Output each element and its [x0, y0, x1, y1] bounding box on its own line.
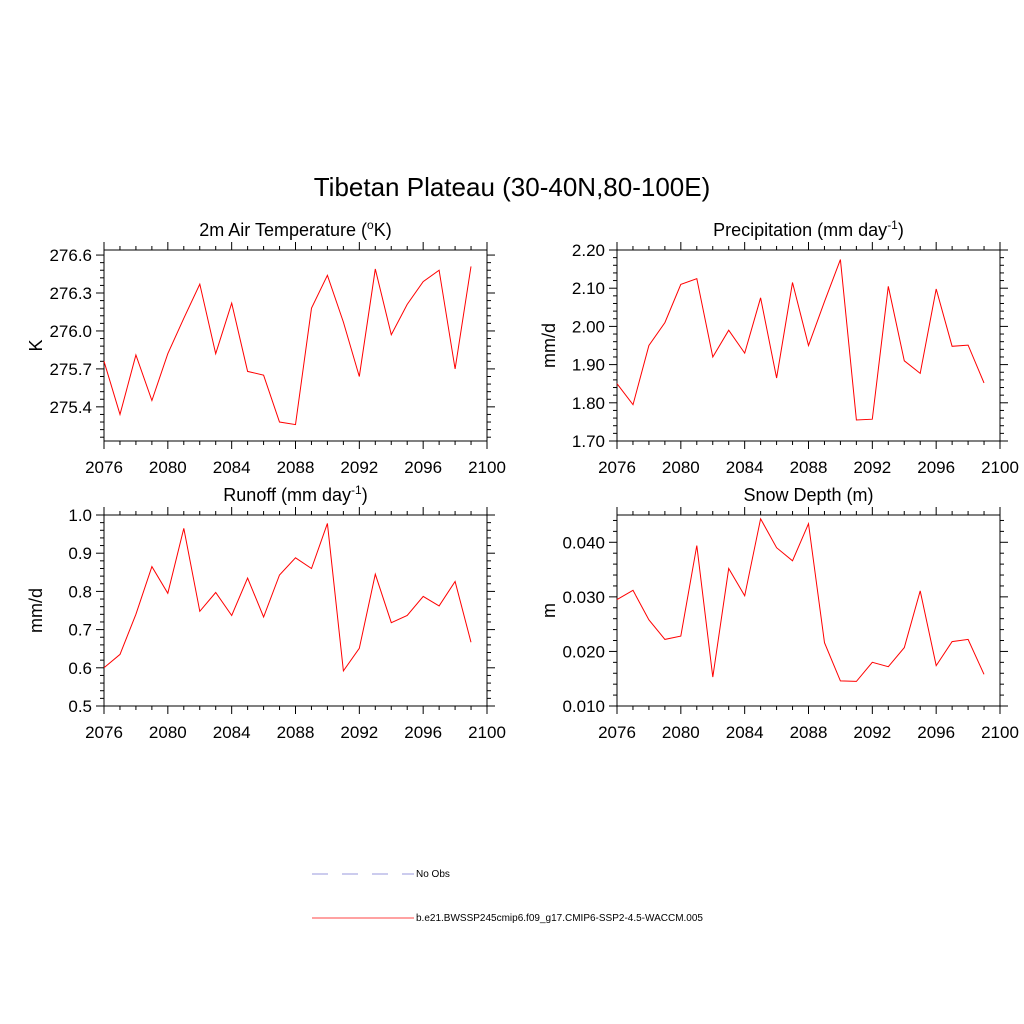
x-tick-label: 2088: [790, 723, 828, 742]
y-tick-label: 276.0: [49, 322, 92, 341]
plot-frame: [103, 249, 488, 442]
panel-title-main: Runoff (mm day: [223, 485, 351, 505]
x-tick-label: 2076: [598, 723, 636, 742]
panel-title-suffix: ): [362, 485, 368, 505]
x-tick-label: 2092: [340, 723, 378, 742]
y-tick-label: 2.20: [572, 241, 605, 260]
x-tick-label: 2084: [726, 723, 764, 742]
x-tick-label: 2084: [213, 723, 251, 742]
panel-title-superscript: -1: [351, 483, 362, 497]
panel-air-temperature: 2m Air Temperature (oK) K 2076 2080 2084 2088…: [26, 218, 506, 477]
y-tick-label: 1.80: [572, 394, 605, 413]
plot-frame: [103, 514, 488, 707]
series-line-air-temperature: [103, 266, 472, 426]
series-line-snow-depth: [616, 517, 985, 682]
y-tick-label: 0.6: [68, 659, 92, 678]
x-tick-label: 2076: [85, 458, 123, 477]
y-tick-label: 275.4: [49, 398, 92, 417]
x-tick-label: 2080: [149, 458, 187, 477]
y-tick-label: 0.9: [68, 544, 92, 563]
panel-title-main: Snow Depth (m): [743, 485, 873, 505]
y-tick-label: 275.7: [49, 360, 92, 379]
panel-title: Runoff (mm day-1): [223, 483, 367, 505]
x-tick-label: 2084: [213, 458, 251, 477]
y-tick-label: 276.3: [49, 284, 92, 303]
panel-title-suffix: ): [898, 220, 904, 240]
x-tick-label: 2096: [917, 723, 955, 742]
y-tick-label: 0.020: [562, 642, 605, 661]
panel-title-superscript: o: [367, 218, 374, 232]
x-tick-label: 2092: [853, 458, 891, 477]
panel-snow-depth: Snow Depth (m) m 2076 2080 2084 2088 2092 2096 2…: [539, 485, 1019, 742]
y-axis-label: mm/d: [539, 323, 559, 368]
y-tick-label: 0.030: [562, 588, 605, 607]
plot-frame: [616, 514, 1001, 707]
y-tick-label: 2.10: [572, 279, 605, 298]
panel-title-main: 2m Air Temperature (: [199, 220, 367, 240]
x-tick-label: 2088: [277, 723, 315, 742]
panel-title-superscript: -1: [887, 218, 898, 232]
panels-group: 2m Air Temperature (oK) K 2076 2080 2084 2088…: [26, 218, 1019, 742]
x-tick-label: 2080: [662, 723, 700, 742]
y-tick-label: 1.90: [572, 356, 605, 375]
x-tick-label: 2080: [662, 458, 700, 477]
panel-title: Snow Depth (m): [743, 485, 873, 505]
x-tick-label: 2096: [917, 458, 955, 477]
x-tick-label: 2092: [853, 723, 891, 742]
panel-title-suffix: K): [374, 220, 392, 240]
x-tick-label: 2100: [468, 458, 506, 477]
panel-runoff: Runoff (mm day-1) mm/d 2076 2080 2084 2088 209…: [26, 483, 506, 742]
series-line-precipitation: [616, 259, 985, 421]
series-line-runoff: [103, 523, 472, 673]
y-tick-label: 276.6: [49, 246, 92, 265]
y-axis-label: m: [539, 603, 559, 618]
x-tick-label: 2096: [404, 723, 442, 742]
x-tick-label: 2076: [598, 458, 636, 477]
y-tick-label: 2.00: [572, 317, 605, 336]
y-tick-label: 0.010: [562, 697, 605, 716]
x-tick-label: 2096: [404, 458, 442, 477]
y-tick-label: 1.0: [68, 506, 92, 525]
y-axis-label: K: [26, 339, 46, 351]
x-tick-label: 2076: [85, 723, 123, 742]
legend-label-no-obs: No Obs: [416, 869, 450, 880]
panel-title: Precipitation (mm day-1): [713, 218, 904, 240]
legend-label-model-run: b.e21.BWSSP245cmip6.f09_g17.CMIP6-SSP2-4…: [416, 913, 703, 924]
legend: No Obs b.e21.BWSSP245cmip6.f09_g17.CMIP6…: [312, 869, 703, 924]
x-tick-label: 2100: [981, 458, 1019, 477]
panel-precipitation: Precipitation (mm day-1) mm/d 2076 2080 2084…: [539, 218, 1019, 477]
panel-title-main: Precipitation (mm day: [713, 220, 887, 240]
x-tick-label: 2088: [790, 458, 828, 477]
y-tick-label: 0.5: [68, 697, 92, 716]
y-tick-label: 0.040: [562, 533, 605, 552]
x-tick-label: 2080: [149, 723, 187, 742]
x-tick-label: 2100: [981, 723, 1019, 742]
x-tick-label: 2100: [468, 723, 506, 742]
y-tick-label: 0.8: [68, 582, 92, 601]
y-axis-label: mm/d: [26, 588, 46, 633]
x-tick-label: 2084: [726, 458, 764, 477]
panel-title: 2m Air Temperature (oK): [199, 218, 391, 240]
y-tick-label: 0.7: [68, 621, 92, 640]
x-tick-label: 2088: [277, 458, 315, 477]
y-tick-label: 1.70: [572, 432, 605, 451]
x-tick-label: 2092: [340, 458, 378, 477]
figure-title: Tibetan Plateau (30-40N,80-100E): [314, 172, 711, 202]
